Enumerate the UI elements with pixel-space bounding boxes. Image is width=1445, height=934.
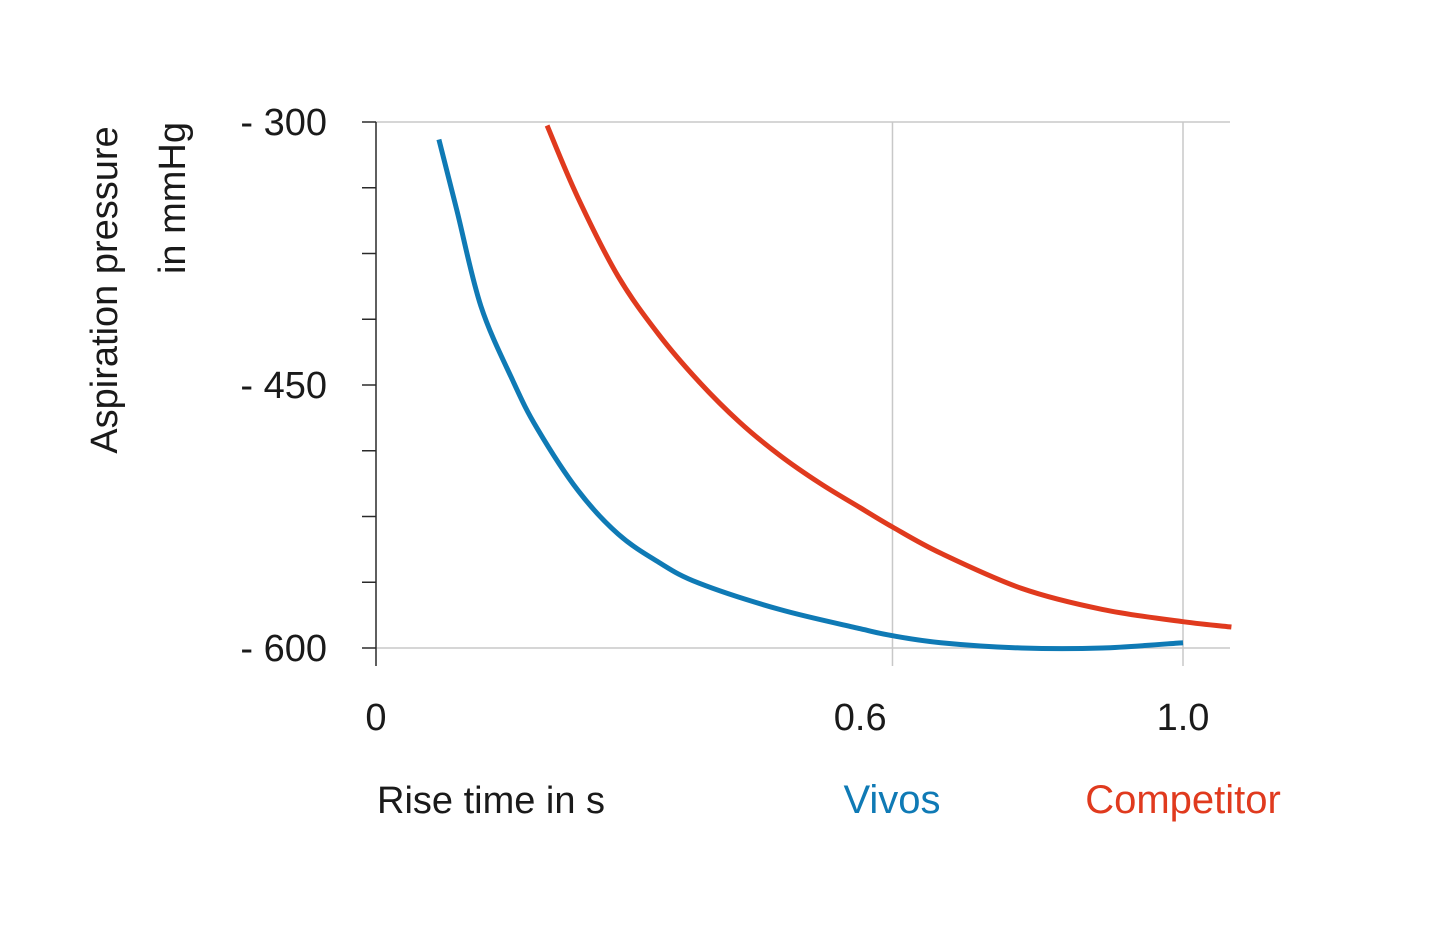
legend-competitor: Competitor	[1085, 778, 1281, 822]
x-tick-label-0: 0	[365, 697, 386, 739]
series-layer	[436, 124, 1232, 652]
x-tick-label-1: 0.6	[834, 697, 887, 739]
y-tick-label-0: - 300	[240, 102, 327, 144]
grid-layer	[376, 121, 1230, 666]
series-line-vivos	[436, 138, 1184, 652]
y-tick-label-1: - 450	[240, 365, 327, 407]
labels-layer: Aspiration pressure in mmHg Rise time in…	[84, 102, 1281, 822]
x-tick-label-2: 1.0	[1157, 697, 1210, 739]
x-axis-label: Rise time in s	[377, 780, 605, 822]
y-axis-label-line-2: in mmHg	[152, 122, 194, 274]
y-tick-label-2: - 600	[240, 628, 327, 670]
series-line-competitor	[544, 124, 1232, 630]
axes-layer	[362, 121, 377, 666]
y-axis-label-line-1: Aspiration pressure	[84, 126, 126, 453]
legend-vivos: Vivos	[843, 778, 940, 822]
